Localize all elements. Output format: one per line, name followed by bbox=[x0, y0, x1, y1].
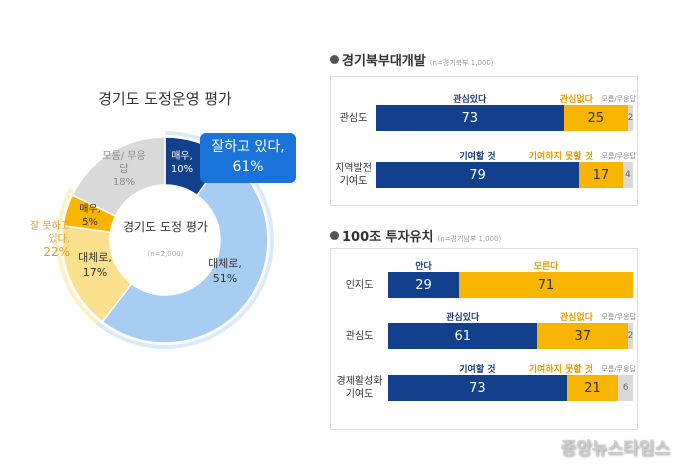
row-label: 지역발전 기여도 bbox=[335, 163, 372, 187]
panel-north-title: 경기북부대개발 (n=경기북부 1,000) bbox=[330, 50, 494, 69]
donut-chart bbox=[56, 131, 274, 349]
donut-sample-size: (n=2,000) bbox=[147, 250, 184, 258]
category-label: 안다 bbox=[415, 262, 432, 272]
category-label: 기여할 것 bbox=[459, 365, 496, 375]
bar-segment: 37 bbox=[537, 323, 629, 349]
bar-segment: 25 bbox=[563, 105, 628, 131]
bar-segment: 73 bbox=[388, 375, 567, 401]
donut-slice-1 bbox=[101, 155, 269, 344]
slice-label-mostly-good: 대체로, 51% bbox=[208, 257, 242, 285]
category-label: 모름/무응답 bbox=[601, 152, 636, 160]
bar-segment: 29 bbox=[388, 272, 460, 298]
stacked-bar: 29 71 bbox=[388, 272, 633, 298]
bullet-icon bbox=[330, 231, 339, 240]
stacked-bar: 73 25 2 bbox=[376, 105, 633, 131]
stacked-bar: 73 21 6 bbox=[388, 375, 633, 401]
category-label: 기여할 것 bbox=[459, 152, 496, 162]
row-label: 경제활성화 기여도 bbox=[336, 376, 383, 400]
bar-segment: 2 bbox=[628, 323, 633, 349]
panel-south-box bbox=[330, 248, 638, 430]
bullet-icon bbox=[330, 55, 339, 64]
donut-slice-4 bbox=[71, 136, 166, 218]
row-label: 인지도 bbox=[345, 280, 374, 291]
slice-label-very-good: 매우, 10% bbox=[170, 151, 194, 175]
good-callout: 잘하고 있다, 61% bbox=[200, 133, 296, 183]
category-label: 관심있다 bbox=[453, 95, 487, 105]
slice-label-very-bad: 매우, 5% bbox=[79, 204, 101, 228]
category-label: 관심없다 bbox=[559, 95, 593, 105]
watermark: 중앙뉴스타임스 bbox=[560, 439, 670, 459]
bar-segment: 6 bbox=[618, 375, 633, 401]
category-label: 관심있다 bbox=[446, 313, 480, 323]
donut-title: 경기도 도정운영 평가 bbox=[98, 90, 232, 108]
bar-segment: 71 bbox=[459, 272, 633, 298]
bar-segment: 79 bbox=[376, 162, 580, 188]
bar-segment: 2 bbox=[628, 105, 633, 131]
row-label: 관심도 bbox=[345, 331, 374, 342]
slice-label-unknown: 모름/ 무응답 18% bbox=[102, 151, 146, 188]
panel-south-title: 100조 투자유치 (n=경기남부 1,000) bbox=[330, 226, 501, 245]
category-label: 모름/무응답 bbox=[601, 95, 636, 103]
category-label: 관심없다 bbox=[559, 313, 593, 323]
bad-group-label: 잘 못하고 있다, 22% bbox=[30, 221, 70, 259]
category-label: 모름/무응답 bbox=[601, 313, 636, 321]
panel-north-box bbox=[330, 76, 638, 206]
category-label: 모른다 bbox=[533, 262, 559, 272]
donut-center-label: 경기도 도정 평가 bbox=[123, 220, 208, 234]
stacked-bar: 61 37 2 bbox=[388, 323, 633, 349]
bar-segment: 17 bbox=[579, 162, 623, 188]
bar-segment: 4 bbox=[622, 162, 633, 188]
stacked-bar: 79 17 4 bbox=[376, 162, 633, 188]
slice-label-mostly-bad: 대체로, 17% bbox=[78, 251, 112, 279]
bar-segment: 61 bbox=[388, 323, 538, 349]
bar-segment: 21 bbox=[566, 375, 619, 401]
bar-segment: 73 bbox=[376, 105, 564, 131]
category-label: 기여하지 못할 것 bbox=[528, 152, 593, 162]
row-label: 관심도 bbox=[339, 113, 368, 124]
category-label: 기여하지 못할 것 bbox=[528, 365, 593, 375]
category-label: 모름/무응답 bbox=[601, 365, 636, 373]
